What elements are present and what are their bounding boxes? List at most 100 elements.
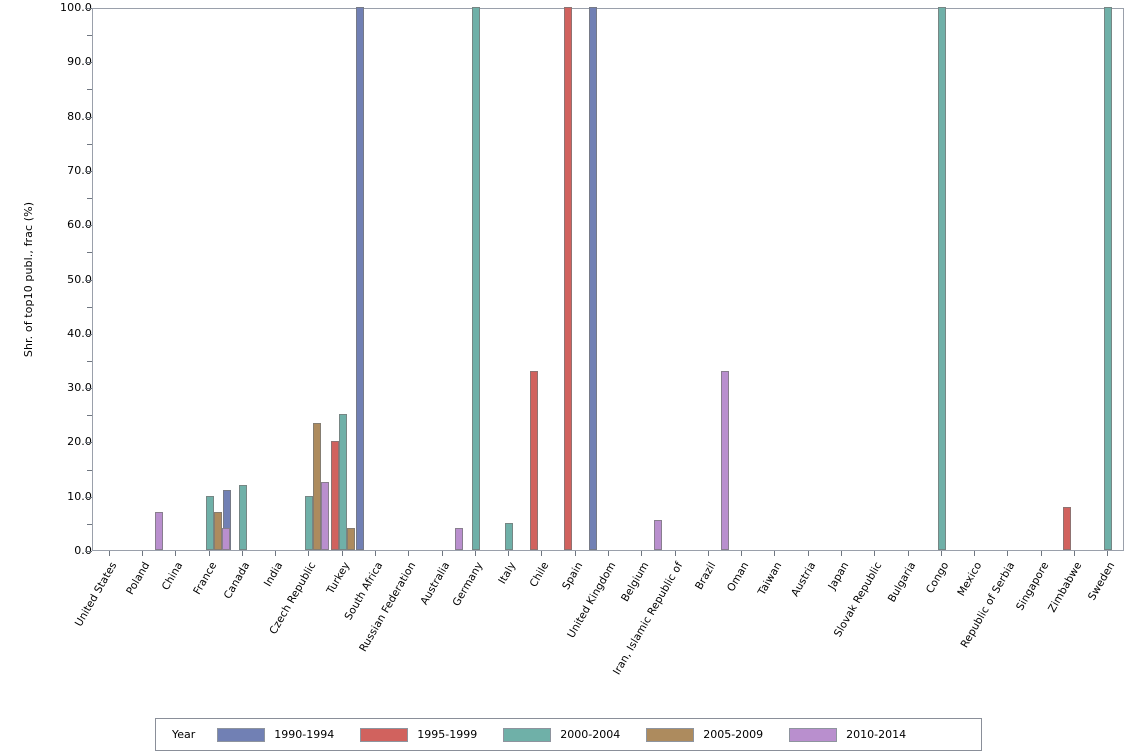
legend-entry[interactable]: 1995-1999 [360, 727, 478, 742]
x-tick-mark [841, 551, 843, 556]
x-tick-mark [1107, 551, 1109, 556]
y-tick-label: 80.0 [67, 109, 92, 123]
y-tick-minor-mark [87, 35, 92, 37]
legend-entry[interactable]: 2005-2009 [646, 727, 764, 742]
legend-entry[interactable]: 2000-2004 [503, 727, 621, 742]
x-tick-mark [308, 551, 310, 556]
y-tick-minor-mark [87, 360, 92, 362]
bar [654, 520, 663, 550]
y-tick-mark [85, 170, 92, 172]
x-tick-mark [1007, 551, 1009, 556]
y-tick-label: 40.0 [67, 326, 92, 340]
x-tick-mark [907, 551, 909, 556]
bar [937, 7, 946, 550]
x-tick-mark [608, 551, 609, 556]
bar [313, 423, 322, 550]
x-tick-mark [641, 551, 643, 556]
x-tick-mark [208, 551, 210, 556]
y-tick-label: 60.0 [67, 218, 92, 232]
y-tick-label: 30.0 [67, 381, 92, 395]
y-tick-mark [85, 8, 92, 9]
y-tick-label: 70.0 [67, 163, 92, 177]
x-tick-mark [141, 551, 143, 556]
y-tick-label: 90.0 [67, 55, 92, 69]
bar [454, 528, 463, 550]
legend-swatch [646, 727, 695, 742]
y-tick-minor-mark [87, 415, 92, 417]
legend-swatch [360, 727, 409, 742]
x-tick-mark [541, 551, 543, 556]
y-tick-label: 0.0 [74, 544, 92, 557]
bar [355, 7, 364, 550]
bar [1063, 506, 1072, 550]
bar [154, 512, 163, 550]
y-tick-mark [85, 62, 92, 64]
x-tick-mark [508, 551, 510, 556]
x-tick-mark [408, 551, 410, 556]
x-tick-mark [1074, 551, 1076, 556]
y-tick-mark [85, 333, 92, 335]
y-tick-mark [85, 551, 92, 552]
legend-label: 1995-1999 [417, 728, 478, 741]
legend-label: 1990-1994 [274, 728, 335, 741]
legend-entry[interactable]: 1990-1994 [217, 727, 335, 742]
bar [321, 482, 330, 550]
legend-swatch [217, 727, 266, 742]
y-tick-mark [85, 442, 92, 444]
bar [221, 528, 230, 550]
x-tick-mark [275, 551, 277, 556]
bar [505, 522, 514, 550]
y-tick-mark [85, 116, 92, 118]
y-tick-minor-mark [87, 469, 92, 471]
x-tick-mark [474, 551, 476, 556]
legend-entry[interactable]: 2010-2014 [789, 727, 907, 742]
y-tick-minor-mark [87, 523, 92, 525]
bar [563, 7, 572, 550]
y-tick-label: 10.0 [67, 489, 92, 503]
y-tick-mark [85, 279, 92, 281]
x-tick-mark [574, 551, 576, 556]
x-tick-mark [441, 551, 443, 556]
x-tick-mark [707, 551, 709, 556]
y-tick-minor-mark [87, 252, 92, 254]
bar [720, 370, 729, 550]
y-tick-mark [85, 496, 92, 498]
y-tick-minor-mark [87, 198, 92, 200]
bar [238, 484, 247, 550]
x-tick-mark [807, 551, 809, 556]
bar [213, 512, 222, 550]
y-tick-minor-mark [87, 143, 92, 145]
legend-label: 2005-2009 [703, 728, 764, 741]
y-tick-label: 100.0 [60, 1, 92, 14]
x-tick-mark [874, 551, 876, 556]
legend-swatch [789, 727, 838, 742]
y-tick-mark [85, 225, 92, 227]
bar [589, 7, 597, 550]
bar [471, 7, 480, 550]
plot-area [92, 7, 1124, 551]
x-tick-mark [175, 551, 177, 556]
x-tick-mark [774, 551, 776, 556]
y-tick-minor-mark [87, 89, 92, 91]
bar [330, 441, 339, 550]
bar [530, 370, 539, 550]
legend-title: Year [172, 728, 196, 741]
y-tick-minor-mark [87, 306, 92, 308]
y-tick-label: 50.0 [67, 272, 92, 286]
y-tick-mark [85, 388, 92, 390]
legend-label: 2000-2004 [560, 728, 621, 741]
bar [1104, 7, 1113, 550]
y-tick-label: 20.0 [67, 435, 92, 449]
x-tick-mark [674, 551, 676, 556]
bar [205, 495, 214, 550]
x-tick-mark [241, 551, 243, 556]
x-tick-mark [341, 551, 343, 556]
bar [305, 495, 314, 550]
bar [346, 528, 355, 550]
x-tick-mark [108, 551, 110, 556]
x-tick-mark [1040, 551, 1042, 556]
x-tick-mark [374, 551, 376, 556]
legend-label: 2010-2014 [846, 728, 907, 741]
legend: Year 1990-1994 1995-1999 2000-2004 2005-200… [155, 718, 982, 751]
